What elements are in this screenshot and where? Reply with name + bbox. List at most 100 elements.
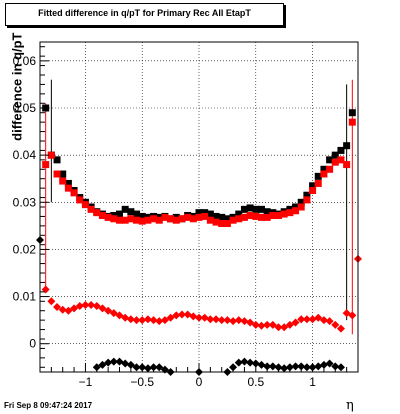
data-point-square: [42, 161, 50, 169]
data-point-marker: [314, 362, 323, 371]
data-point-square: [263, 208, 271, 216]
data-point-square: [64, 179, 72, 187]
data-point-square: [331, 158, 339, 166]
data-point-marker: [234, 358, 243, 367]
data-point-marker: [285, 320, 294, 329]
data-point-square: [257, 213, 265, 221]
data-point-square: [235, 215, 243, 223]
data-point-marker: [280, 364, 289, 373]
data-point-square: [178, 215, 186, 223]
data-point-square: [292, 207, 300, 215]
data-point-marker: [302, 315, 311, 324]
data-point-square: [297, 198, 305, 206]
data-point-marker: [155, 363, 164, 372]
data-point-square: [70, 189, 78, 197]
data-point-square: [172, 216, 180, 224]
x-tick-label: −0.5: [130, 375, 154, 389]
data-point-marker: [121, 359, 130, 368]
data-point-marker: [246, 358, 255, 367]
data-point-marker: [257, 321, 266, 330]
chart-title: Fitted difference in q/pT for Primary Re…: [38, 8, 251, 18]
data-markers: [36, 104, 362, 376]
data-point-square: [195, 213, 203, 221]
data-point-square: [343, 161, 351, 169]
data-point-marker: [319, 316, 328, 325]
data-point-marker: [223, 316, 232, 325]
data-point-square: [286, 209, 294, 217]
data-point-square: [81, 201, 89, 209]
y-tick-label: 0.04: [13, 148, 37, 162]
data-point-square: [252, 212, 260, 220]
data-point-square: [348, 109, 356, 117]
data-point-marker: [240, 317, 249, 326]
data-point-square: [53, 170, 61, 178]
data-point-square: [275, 211, 282, 219]
x-tick-label: −1: [79, 375, 93, 389]
data-point-marker: [291, 318, 300, 327]
data-point-marker: [143, 315, 152, 324]
data-point-square: [150, 215, 158, 223]
data-point-square: [206, 210, 214, 218]
data-point-marker: [325, 359, 334, 368]
data-point-square: [337, 146, 345, 154]
data-point-marker: [308, 315, 317, 324]
data-point-square: [223, 215, 231, 223]
data-point-marker: [109, 357, 118, 366]
data-point-marker: [189, 312, 198, 321]
title-box: Fitted difference in q/pT for Primary Re…: [5, 3, 284, 26]
data-point-square: [303, 191, 311, 199]
data-point-square: [320, 165, 328, 173]
data-point-marker: [246, 318, 255, 327]
data-point-marker: [348, 311, 357, 320]
data-point-marker: [149, 316, 158, 325]
data-point-marker: [98, 360, 107, 369]
data-point-marker: [234, 316, 243, 325]
data-point-square: [127, 215, 135, 223]
data-point-marker: [263, 320, 272, 329]
data-point-square: [144, 216, 152, 224]
data-point-marker: [132, 363, 141, 372]
data-point-square: [309, 187, 317, 194]
data-point-marker: [297, 315, 306, 324]
data-point-square: [314, 179, 322, 187]
data-point-square: [133, 210, 141, 218]
data-point-marker: [75, 302, 84, 310]
data-point-marker: [172, 311, 181, 320]
data-point-square: [116, 216, 123, 224]
data-point-marker: [104, 358, 113, 367]
data-point-square: [229, 216, 237, 224]
data-point-square: [240, 205, 248, 213]
data-point-marker: [263, 362, 272, 371]
data-point-square: [309, 182, 317, 190]
data-point-square: [292, 203, 300, 211]
data-point-marker: [200, 313, 209, 322]
data-point-marker: [336, 363, 345, 372]
data-point-square: [297, 203, 305, 211]
data-point-marker: [212, 315, 221, 324]
data-point-square: [240, 213, 248, 221]
x-tick-label: 0.5: [247, 375, 264, 389]
data-point-marker: [314, 313, 323, 322]
data-point-square: [93, 209, 101, 217]
data-point-square: [314, 172, 322, 180]
data-point-marker: [268, 320, 277, 329]
data-point-square: [337, 156, 345, 164]
data-point-square: [206, 216, 214, 224]
data-point-marker: [53, 302, 62, 311]
data-point-square: [98, 211, 106, 219]
data-point-marker: [268, 362, 277, 371]
data-point-square: [326, 165, 334, 173]
data-point-square: [189, 215, 197, 223]
data-point-square: [235, 210, 243, 218]
data-point-marker: [257, 360, 266, 369]
data-point-square: [320, 170, 328, 178]
data-point-square: [218, 213, 226, 221]
data-point-square: [212, 218, 220, 226]
data-point-square: [104, 213, 112, 221]
y-tick-label: 0.02: [13, 242, 37, 256]
data-point-marker: [229, 317, 238, 326]
timestamp-footer: Fri Sep 8 09:47:24 2017: [4, 401, 93, 410]
data-point-square: [326, 156, 334, 164]
data-point-square: [116, 210, 123, 218]
